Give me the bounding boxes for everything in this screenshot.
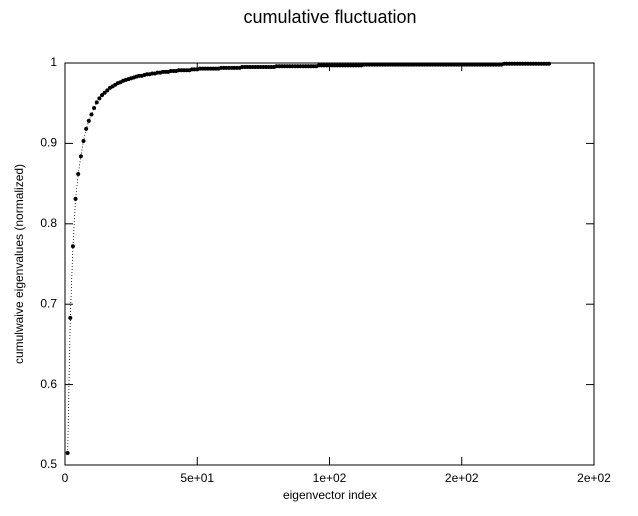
data-point: [84, 126, 89, 131]
data-point: [65, 450, 70, 455]
data-point: [73, 196, 78, 201]
data-point: [97, 96, 102, 101]
x-tick-label: 1e+02: [313, 471, 347, 485]
data-point: [102, 90, 107, 95]
data-point: [547, 61, 552, 66]
x-tick-label: 5e+01: [180, 471, 214, 485]
x-axis-label: eigenvector index: [283, 488, 377, 502]
data-point: [68, 315, 73, 320]
data-point: [105, 88, 110, 93]
chart-title: cumulative fluctuation: [243, 7, 416, 27]
data-point: [100, 93, 105, 98]
y-tick-label: 0.6: [40, 377, 57, 391]
x-tick-label: 2e+02: [577, 471, 611, 485]
x-tick-label: 2e+02: [445, 471, 479, 485]
data-point: [86, 118, 91, 123]
y-tick-label: 0.9: [40, 136, 57, 150]
y-axis-label: cumulwaive eigenvalues (normalized): [12, 164, 26, 364]
data-point: [70, 244, 75, 249]
data-point: [76, 171, 81, 176]
y-tick-label: 0.8: [40, 216, 57, 230]
data-point: [94, 100, 99, 105]
data-point: [81, 138, 86, 143]
data-point: [78, 154, 83, 159]
y-tick-label: 1: [50, 55, 57, 69]
data-point: [92, 106, 97, 111]
data-point: [89, 112, 94, 117]
y-tick-label: 0.7: [40, 296, 57, 310]
y-tick-label: 0.5: [40, 457, 57, 471]
x-tick-label: 0: [62, 471, 69, 485]
